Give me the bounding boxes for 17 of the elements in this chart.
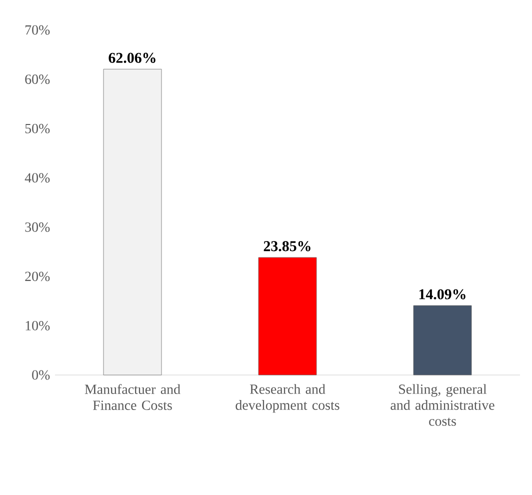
y-tick-label: 40% — [24, 173, 50, 183]
x-tick-label: Selling, general and administrative costs — [390, 384, 494, 426]
y-tick-label: 0% — [32, 370, 50, 380]
data-label: 62.06% — [108, 52, 156, 63]
y-tick-label: 20% — [25, 272, 50, 282]
bar — [258, 257, 317, 376]
y-tick-label: 10% — [26, 320, 50, 330]
y-tick-label: 30% — [25, 222, 50, 232]
y-tick-label: 70% — [26, 25, 50, 35]
y-tick-label: 50% — [25, 124, 50, 134]
x-tick-label: Manufactuer and Finance Costs — [84, 384, 180, 410]
data-label: 23.85% — [264, 241, 310, 252]
data-label: 14.09% — [419, 289, 466, 300]
bar — [103, 68, 162, 376]
y-tick-label: 60% — [25, 74, 50, 84]
x-tick-label: Research and development costs — [236, 384, 340, 413]
bar — [413, 305, 472, 376]
